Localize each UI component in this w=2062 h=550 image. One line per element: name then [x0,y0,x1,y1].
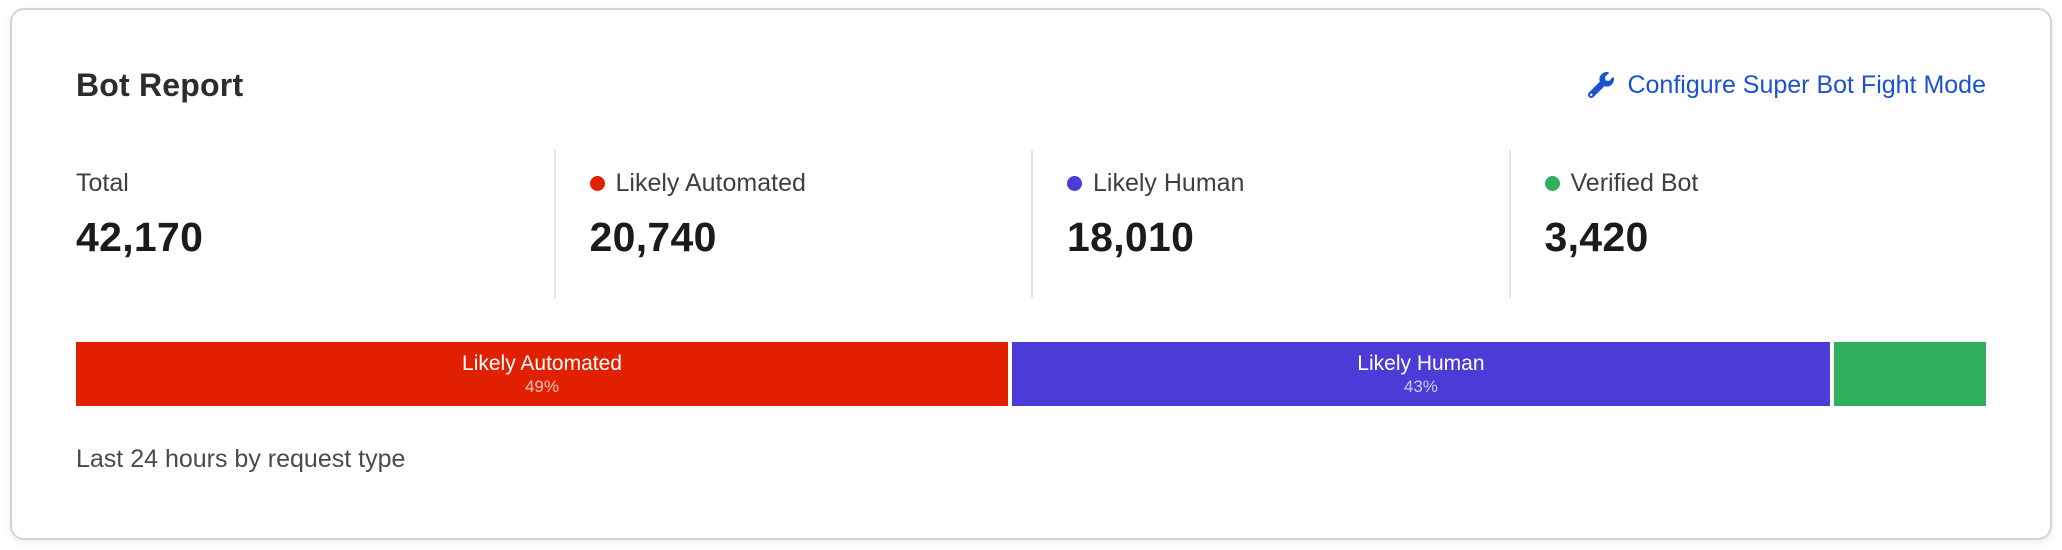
bar-segment-likely-human[interactable]: Likely Human 43% [1011,342,1830,406]
stat-label: Total [76,169,129,197]
likely-human-dot-icon [1067,175,1082,191]
bar-segment-verified-bot[interactable] [1833,342,1986,406]
bar-segment-likely-automated[interactable]: Likely Automated 49% [76,342,1008,406]
stat-value: 20,740 [589,214,717,260]
segment-label: Likely Human [1357,352,1485,375]
stat-value: 18,010 [1067,214,1195,260]
stat-label: Verified Bot [1570,169,1699,197]
stat-value: 42,170 [76,214,204,260]
segment-percent: 43% [1403,377,1438,396]
card-header: Bot Report Configure Super Bot Fight Mod… [76,66,1986,104]
stat-label: Likely Human [1093,169,1245,197]
stat-label: Likely Automated [615,169,806,197]
stat-column-total: Total 42,170 [76,150,554,298]
segment-percent: 49% [524,377,559,396]
likely-automated-dot-icon [589,175,605,191]
verified-bot-dot-icon [1544,175,1560,191]
footer-note: Last 24 hours by request type [76,445,406,473]
stat-column-likely-automated: Likely Automated 20,740 [553,150,1032,298]
stat-column-verified-bot: Verified Bot 3,420 [1508,150,1987,298]
stat-value: 3,420 [1544,214,1649,260]
configure-link-label: Configure Super Bot Fight Mode [1627,71,1986,99]
wrench-icon [1588,72,1615,98]
stats-row: Total 42,170 Likely Automated 20,740 Lik… [76,150,1986,298]
bot-report-card: Bot Report Configure Super Bot Fight Mod… [10,8,2052,540]
page-title: Bot Report [76,67,244,103]
configure-link[interactable]: Configure Super Bot Fight Mode [1588,70,1986,100]
segment-label: Likely Automated [462,352,622,375]
stat-column-likely-human: Likely Human 18,010 [1031,150,1509,298]
stacked-bar-chart: Likely Automated 49% Likely Human 43% [76,342,1986,406]
